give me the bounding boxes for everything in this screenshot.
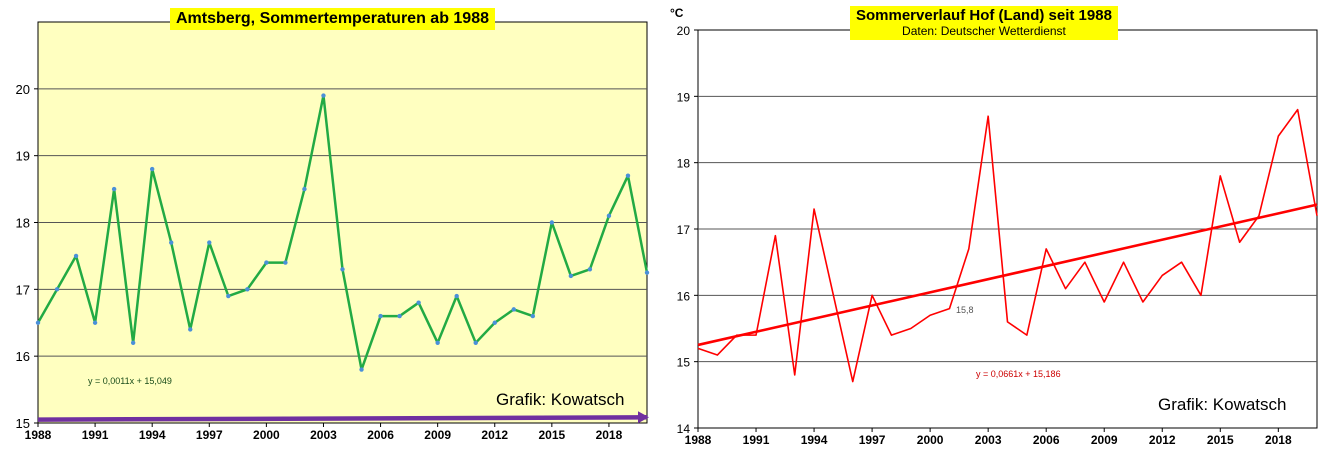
x-tick-label: 1994 bbox=[139, 428, 166, 442]
x-tick-label: 1988 bbox=[25, 428, 52, 442]
data-point bbox=[511, 307, 516, 312]
y-tick-label: 14 bbox=[677, 422, 691, 436]
data-point bbox=[302, 186, 307, 192]
chart-title-text: Sommerverlauf Hof (Land) seit 1988 bbox=[856, 7, 1112, 24]
y-tick-label: 16 bbox=[677, 289, 691, 303]
y-tick-label: 16 bbox=[16, 349, 30, 364]
data-point bbox=[188, 327, 193, 332]
y-tick-label: 19 bbox=[677, 90, 691, 104]
data-point bbox=[435, 340, 440, 345]
x-tick-label: 2018 bbox=[596, 428, 623, 442]
data-point bbox=[397, 313, 402, 319]
chart-title: Amtsberg, Sommertemperaturen ab 1988 bbox=[170, 8, 495, 30]
x-tick-label: 2000 bbox=[917, 433, 944, 447]
y-tick-label: 20 bbox=[677, 24, 691, 38]
amtsberg-chart-svg: 15 16 17 18 19 20 1988 1991 1994 1997 2000 2003 2006… bbox=[16, 21, 650, 442]
y-tick-label: 17 bbox=[677, 223, 691, 237]
data-point bbox=[530, 313, 536, 319]
data-point bbox=[35, 320, 41, 325]
x-tick-label: 2000 bbox=[253, 428, 280, 442]
hof-chart-svg: 14 15 16 17 18 19 20 1988 1991 1994 1997 2000 2003 20… bbox=[677, 24, 1318, 447]
series-line bbox=[697, 108, 1318, 383]
x-tick-label: 2018 bbox=[1265, 433, 1292, 447]
y-tick-label: 19 bbox=[16, 149, 30, 164]
data-point bbox=[169, 240, 174, 245]
trendline-arrowhead bbox=[638, 411, 649, 424]
x-tick-label: 2003 bbox=[310, 428, 337, 442]
x-tick-label: 2009 bbox=[1091, 433, 1118, 447]
chart-panel-amtsberg: 15 16 17 18 19 20 1988 1991 1994 1997 2000 2003 2006… bbox=[0, 0, 655, 459]
data-point bbox=[644, 270, 650, 275]
data-point bbox=[549, 220, 555, 225]
data-point bbox=[492, 320, 497, 325]
data-point bbox=[321, 93, 326, 98]
x-tick-label: 2015 bbox=[1207, 433, 1234, 447]
trendline-equation: y = 0,0661x + 15,186 bbox=[976, 369, 1061, 379]
x-tick-label: 1997 bbox=[196, 428, 223, 442]
data-point bbox=[340, 267, 345, 272]
y-tick-label: 15 bbox=[677, 356, 691, 370]
data-point bbox=[149, 166, 155, 172]
data-point bbox=[130, 340, 136, 345]
x-tick-label: 2012 bbox=[481, 428, 508, 442]
x-tick-label: 1988 bbox=[685, 433, 712, 447]
y-tick-label: 15 bbox=[16, 416, 30, 431]
data-point bbox=[283, 260, 288, 265]
y-tick-label: 17 bbox=[16, 282, 30, 297]
data-point bbox=[378, 313, 383, 319]
data-point bbox=[207, 240, 212, 245]
data-point bbox=[264, 260, 269, 265]
data-point bbox=[359, 367, 364, 372]
data-point bbox=[245, 287, 250, 292]
x-tick-label: 1994 bbox=[801, 433, 828, 447]
chart-credit: Grafik: Kowatsch bbox=[1158, 395, 1287, 414]
x-tick-label: 1991 bbox=[743, 433, 770, 447]
data-point bbox=[587, 267, 593, 272]
y-tick-label: 20 bbox=[16, 82, 30, 97]
x-tick-label: 1991 bbox=[82, 428, 109, 442]
data-point bbox=[568, 273, 574, 279]
data-point bbox=[73, 253, 79, 259]
data-point bbox=[111, 186, 117, 192]
data-point bbox=[226, 293, 231, 299]
trendline bbox=[697, 203, 1318, 347]
x-tick-label: 2015 bbox=[538, 428, 565, 442]
chart-title: Sommerverlauf Hof (Land) seit 1988 Daten… bbox=[850, 6, 1118, 40]
data-point bbox=[606, 213, 612, 219]
data-point bbox=[473, 340, 478, 345]
trendline-equation: y = 0,0011x + 15,049 bbox=[88, 376, 172, 386]
data-point bbox=[416, 300, 421, 305]
x-tick-label: 2003 bbox=[975, 433, 1002, 447]
data-point bbox=[54, 287, 60, 292]
y-tick-label: 18 bbox=[16, 216, 30, 231]
x-tick-label: 2006 bbox=[1033, 433, 1060, 447]
x-tick-label: 1997 bbox=[859, 433, 886, 447]
x-tick-label: 2009 bbox=[424, 428, 451, 442]
data-point bbox=[454, 293, 459, 299]
data-point bbox=[625, 173, 631, 178]
data-point bbox=[92, 320, 98, 325]
chart-credit: Grafik: Kowatsch bbox=[496, 390, 625, 409]
data-label: 15,8 bbox=[956, 305, 974, 315]
x-tick-label: 2012 bbox=[1149, 433, 1176, 447]
y-tick-label: 18 bbox=[677, 157, 691, 171]
x-tick-label: 2006 bbox=[367, 428, 394, 442]
trendline bbox=[37, 415, 648, 422]
y-axis-unit: °C bbox=[670, 6, 684, 20]
chart-subtitle: Daten: Deutscher Wetterdienst bbox=[902, 24, 1066, 38]
chart-panel-hof: 14 15 16 17 18 19 20 1988 1991 1994 1997 2000 2003 20… bbox=[660, 0, 1339, 459]
